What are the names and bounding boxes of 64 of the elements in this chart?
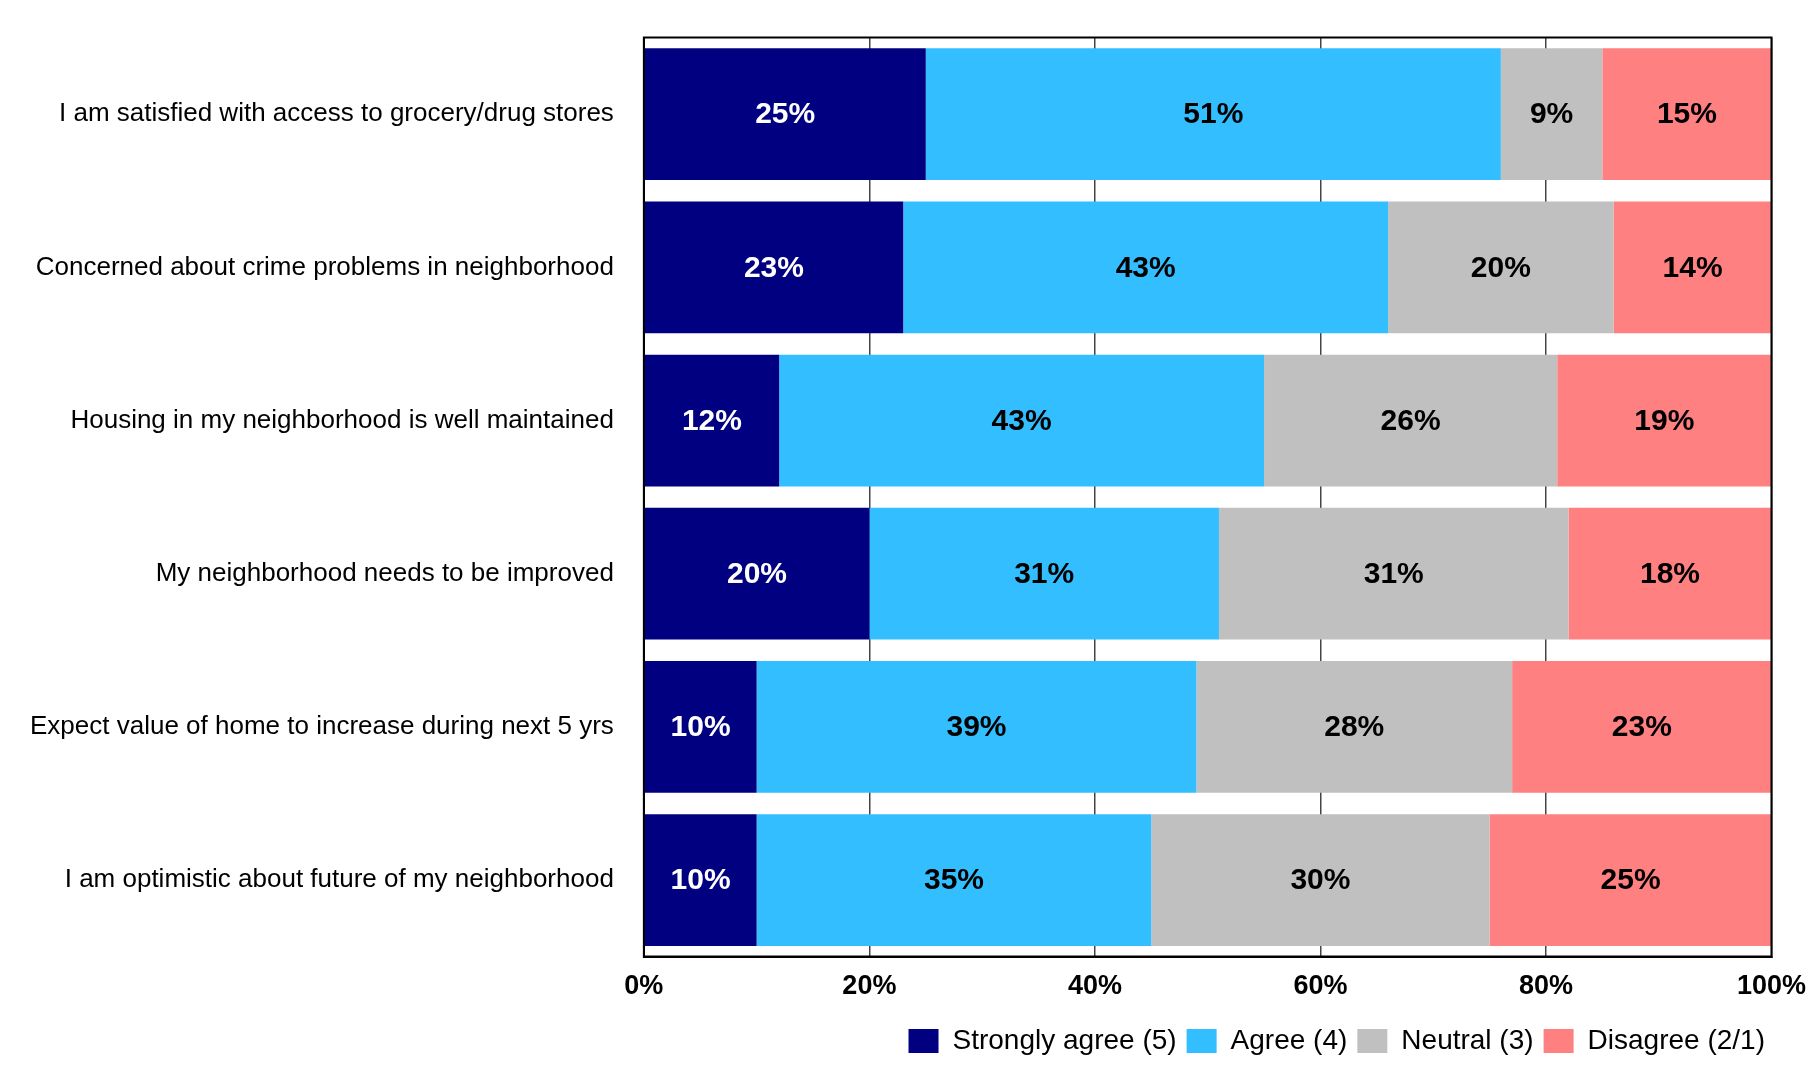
bar xyxy=(925,48,1501,181)
bar xyxy=(644,660,757,793)
legend-label: Disagree (2/1) xyxy=(1587,1023,1765,1055)
y-tick-label: Concerned about crime problems in neighborhood xyxy=(35,250,614,281)
bar xyxy=(1489,814,1772,946)
data-label: 51% xyxy=(1183,96,1244,130)
data-label: 10% xyxy=(670,862,731,896)
y-tick-label: I am satisfied with access to grocery/drug stores xyxy=(58,97,614,128)
data-label: 39% xyxy=(946,709,1007,743)
data-label: 18% xyxy=(1639,555,1701,589)
bar xyxy=(1557,354,1772,487)
bar xyxy=(779,354,1265,487)
data-label: 28% xyxy=(1324,709,1385,743)
bar xyxy=(1512,660,1772,793)
data-label: 23% xyxy=(743,249,804,283)
bar xyxy=(1264,354,1558,487)
data-label: 31% xyxy=(1363,555,1424,589)
y-tick-label: Expect value of home to increase during next 5 yrs xyxy=(30,710,614,741)
data-label: 25% xyxy=(1600,862,1661,896)
bar xyxy=(756,660,1197,793)
x-tick-label: 20% xyxy=(842,970,897,1001)
data-label: 20% xyxy=(726,555,788,589)
bar xyxy=(644,507,870,640)
bar xyxy=(644,354,780,487)
bar xyxy=(644,48,926,181)
bar xyxy=(869,507,1219,640)
data-label: 31% xyxy=(1014,555,1075,589)
bar xyxy=(1613,201,1772,334)
data-label: 19% xyxy=(1634,402,1695,436)
data-label: 30% xyxy=(1290,862,1351,896)
data-label: 10% xyxy=(670,709,731,743)
legend-label: Neutral (3) xyxy=(1401,1023,1534,1055)
bar xyxy=(644,814,757,946)
y-tick-label: Housing in my neighborhood is well maintained xyxy=(70,403,614,434)
x-tick-label: 80% xyxy=(1518,970,1573,1001)
legend-label: Agree (4) xyxy=(1230,1023,1348,1055)
x-tick-label: 100% xyxy=(1736,970,1806,1001)
bar xyxy=(1218,507,1569,640)
bar xyxy=(1388,201,1614,334)
data-label: 9% xyxy=(1529,96,1574,130)
data-label: 23% xyxy=(1611,709,1672,743)
x-tick-label: 60% xyxy=(1293,970,1348,1001)
data-label: 20% xyxy=(1470,249,1531,283)
bar xyxy=(756,814,1152,946)
data-label: 15% xyxy=(1656,96,1717,130)
bar xyxy=(1568,507,1772,640)
y-tick-label: My neighborhood needs to be improved xyxy=(155,556,614,587)
y-tick-label: I am optimistic about future of my neighborhood xyxy=(64,863,614,894)
data-label: 35% xyxy=(923,862,984,896)
data-label: 12% xyxy=(681,402,742,436)
x-tick-label: 40% xyxy=(1067,970,1122,1001)
bar xyxy=(1500,48,1603,181)
bar xyxy=(1151,814,1490,946)
data-label: 14% xyxy=(1662,249,1723,283)
bar xyxy=(1196,660,1513,793)
x-tick-label: 0% xyxy=(624,970,664,1001)
data-label: 25% xyxy=(755,96,816,130)
data-label: 43% xyxy=(991,402,1052,436)
legend-label: Strongly agree (5) xyxy=(952,1023,1177,1055)
data-label: 43% xyxy=(1115,249,1176,283)
bar xyxy=(644,201,904,334)
bar xyxy=(1602,48,1772,181)
data-label: 26% xyxy=(1380,402,1441,436)
bar xyxy=(903,201,1389,334)
